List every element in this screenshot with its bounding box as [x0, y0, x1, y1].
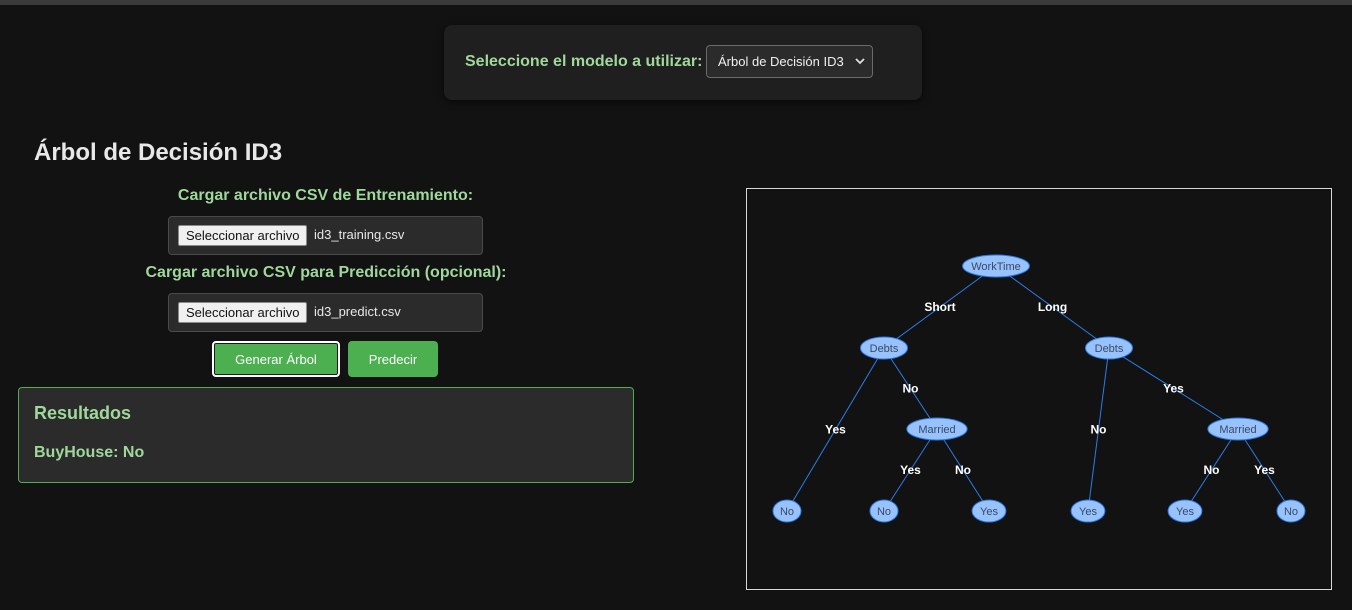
chevron-down-icon	[855, 46, 865, 90]
tree-edge-label: Yes	[900, 463, 921, 477]
tree-edge	[1237, 428, 1292, 512]
training-upload-label: Cargar archivo CSV de Entrenamiento:	[177, 187, 474, 204]
decision-tree-svg: Short Long Yes No Yes No No Yes No Yes WorkTime Deb…	[772, 254, 1306, 523]
tree-edge-label: No	[903, 382, 919, 396]
results-text: BuyHouse: No	[34, 444, 145, 461]
tree-edge	[1108, 347, 1239, 430]
tree-node[interactable]	[962, 254, 1030, 278]
tree-node-label: Married	[918, 424, 955, 436]
tree-node-label: Debts	[870, 343, 899, 355]
tree-node-label: Yes	[1176, 506, 1194, 518]
tree-edge	[936, 428, 990, 512]
tree-edge	[995, 265, 1110, 349]
tree-edge-label: Yes	[1254, 463, 1275, 477]
page-title: Árbol de Decisión ID3	[34, 139, 283, 166]
tree-edge	[1184, 428, 1239, 512]
model-selector-card: Seleccione el modelo a utilizar: Árbol d…	[444, 25, 922, 100]
tree-edge	[883, 428, 938, 512]
browser-top-bar	[0, 0, 1352, 5]
training-file-input[interactable]: Seleccionar archivo id3_training.csv	[168, 216, 483, 255]
tree-node-label: Debts	[1095, 343, 1124, 355]
tree-node-label: WorkTime	[971, 261, 1021, 273]
tree-node-label: No	[1284, 506, 1298, 518]
prediction-file-input[interactable]: Seleccionar archivo id3_predict.csv	[168, 293, 483, 332]
tree-edge	[1087, 347, 1110, 512]
tree-node[interactable]	[1085, 336, 1133, 360]
tree-edge-label: Yes	[1163, 382, 1184, 396]
tree-node[interactable]	[906, 417, 968, 441]
model-select-value: Árbol de Decisión ID3	[718, 54, 844, 69]
decision-tree-graph[interactable]: Short Long Yes No Yes No No Yes No Yes WorkTime Deb…	[746, 188, 1332, 590]
tree-node[interactable]	[1207, 417, 1269, 441]
tree-edge	[786, 347, 885, 512]
tree-node[interactable]	[1070, 499, 1106, 523]
prediction-upload-label: Cargar archivo CSV para Predicción (opci…	[145, 264, 507, 281]
tree-edge-label: Short	[924, 300, 955, 314]
tree-node[interactable]	[869, 499, 899, 523]
tree-node-label: Married	[1219, 424, 1256, 436]
tree-node[interactable]	[971, 499, 1007, 523]
tree-node[interactable]	[860, 336, 908, 360]
tree-node[interactable]	[772, 499, 802, 523]
model-selector-label: Seleccione el modelo a utilizar:	[465, 53, 703, 70]
training-choose-file-button[interactable]: Seleccionar archivo	[178, 225, 308, 246]
prediction-choose-file-button[interactable]: Seleccionar archivo	[178, 302, 308, 323]
tree-edge-label: No	[1204, 463, 1220, 477]
tree-node[interactable]	[1276, 499, 1306, 523]
model-select[interactable]: Árbol de Decisión ID3	[706, 45, 873, 78]
predict-button[interactable]: Predecir	[348, 341, 438, 377]
results-title: Resultados	[34, 403, 132, 423]
tree-edge	[883, 347, 938, 430]
tree-node-label: No	[877, 506, 891, 518]
tree-node-label: No	[780, 506, 794, 518]
tree-edge-label: No	[955, 463, 971, 477]
results-panel: Resultados BuyHouse: No	[18, 387, 634, 483]
tree-node-label: Yes	[980, 506, 998, 518]
tree-edge	[883, 265, 997, 349]
prediction-file-name: id3_predict.csv	[314, 304, 401, 319]
generate-tree-button[interactable]: Generar Árbol	[212, 341, 340, 377]
training-file-name: id3_training.csv	[314, 227, 405, 242]
tree-edge-label: No	[1091, 423, 1107, 437]
tree-edge-label: Yes	[825, 423, 846, 437]
tree-node-label: Yes	[1079, 506, 1097, 518]
tree-edge-label: Long	[1038, 300, 1067, 314]
tree-node[interactable]	[1167, 499, 1203, 523]
